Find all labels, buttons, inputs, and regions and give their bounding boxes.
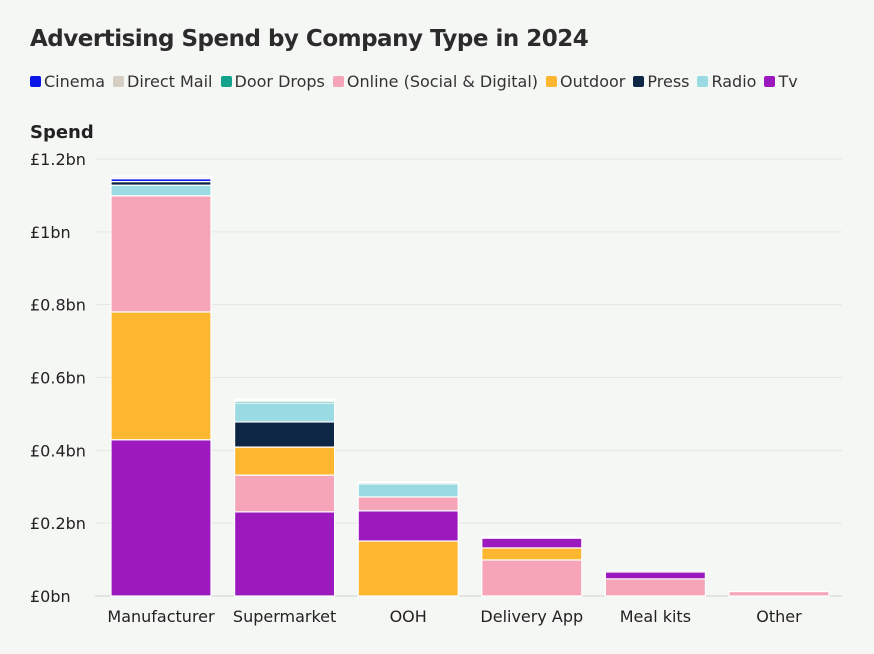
legend-label: Press	[647, 72, 690, 91]
x-tick-label: Other	[756, 607, 802, 626]
legend-item-direct-mail[interactable]: Direct Mail	[113, 72, 213, 91]
legend-swatch	[113, 76, 124, 87]
x-tick-label: Meal kits	[620, 607, 691, 626]
legend-item-outdoor[interactable]: Outdoor	[546, 72, 625, 91]
legend-label: Direct Mail	[127, 72, 213, 91]
bar-segment-direct-mail	[481, 535, 583, 538]
y-tick-label: £1.2bn	[30, 150, 86, 169]
legend-swatch	[220, 76, 232, 87]
legend-label: Radio	[711, 72, 757, 91]
legend-label: Door Drops	[234, 72, 325, 91]
legend-item-online-social-digital-[interactable]: Online (Social & Digital)	[332, 72, 539, 91]
y-axis-label: Spend	[30, 122, 94, 143]
legend-label: Tv	[778, 72, 798, 91]
legend-item-door-drops[interactable]: Door Drops	[220, 72, 325, 91]
bar-segment-direct-mail	[234, 398, 336, 401]
bar-segment-radio	[110, 184, 212, 197]
legend-swatch	[764, 76, 776, 87]
legend-label: Outdoor	[560, 72, 626, 91]
bar-segment-radio	[234, 402, 336, 423]
bar-segment-tv	[110, 439, 212, 597]
legend-item-tv[interactable]: Tv	[764, 72, 798, 91]
legend-swatch	[30, 76, 41, 87]
bar-segment-door-drops	[110, 175, 212, 178]
bar-segment-press	[234, 421, 336, 448]
legend: Cinema Direct Mail Door Drops Online (Socia…	[30, 72, 798, 91]
bar-segment-direct-mail	[604, 569, 707, 573]
bar-segment-online-social-digital-	[357, 496, 459, 512]
y-tick-label: £1bn	[30, 223, 71, 242]
legend-item-press[interactable]: Press	[633, 72, 689, 91]
bar-segment-tv	[234, 511, 336, 597]
y-tick-label: £0.6bn	[30, 369, 86, 388]
legend-item-cinema[interactable]: Cinema	[30, 72, 105, 91]
bar-segment-online-social-digital-	[110, 195, 212, 313]
legend-item-radio[interactable]: Radio	[697, 72, 756, 91]
bar-segment-tv	[357, 510, 459, 542]
bar-segment-outdoor	[357, 540, 459, 597]
x-tick-label: Manufacturer	[107, 607, 215, 626]
bar-segment-radio	[357, 483, 459, 498]
y-tick-label: £0bn	[30, 587, 71, 606]
bar-segment-tv	[481, 537, 583, 549]
x-tick-label: Delivery App	[480, 607, 583, 626]
chart-title: Advertising Spend by Company Type in 202…	[30, 26, 589, 52]
legend-swatch	[697, 76, 709, 87]
bar-segment-outdoor	[234, 446, 336, 476]
legend-swatch	[546, 76, 558, 87]
x-tick-label: Supermarket	[233, 607, 336, 626]
legend-label: Cinema	[44, 72, 105, 91]
bar-segment-tv	[604, 571, 707, 580]
bar-segment-online-social-digital-	[481, 559, 583, 597]
bar-segment-online-social-digital-	[234, 474, 336, 513]
y-tick-label: £0.2bn	[30, 514, 86, 533]
bar-segment-outdoor	[481, 547, 583, 561]
bar-segment-online-social-digital-	[728, 591, 830, 597]
legend-label: Online (Social & Digital)	[346, 72, 539, 91]
y-tick-label: £0.4bn	[30, 441, 86, 460]
legend-swatch	[633, 76, 645, 87]
bar-segment-direct-mail	[357, 481, 459, 484]
bar-segment-online-social-digital-	[604, 578, 707, 597]
y-tick-label: £0.8bn	[30, 296, 86, 315]
x-tick-label: OOH	[390, 607, 427, 626]
legend-swatch	[332, 76, 344, 87]
bar-segment-outdoor	[110, 311, 212, 441]
